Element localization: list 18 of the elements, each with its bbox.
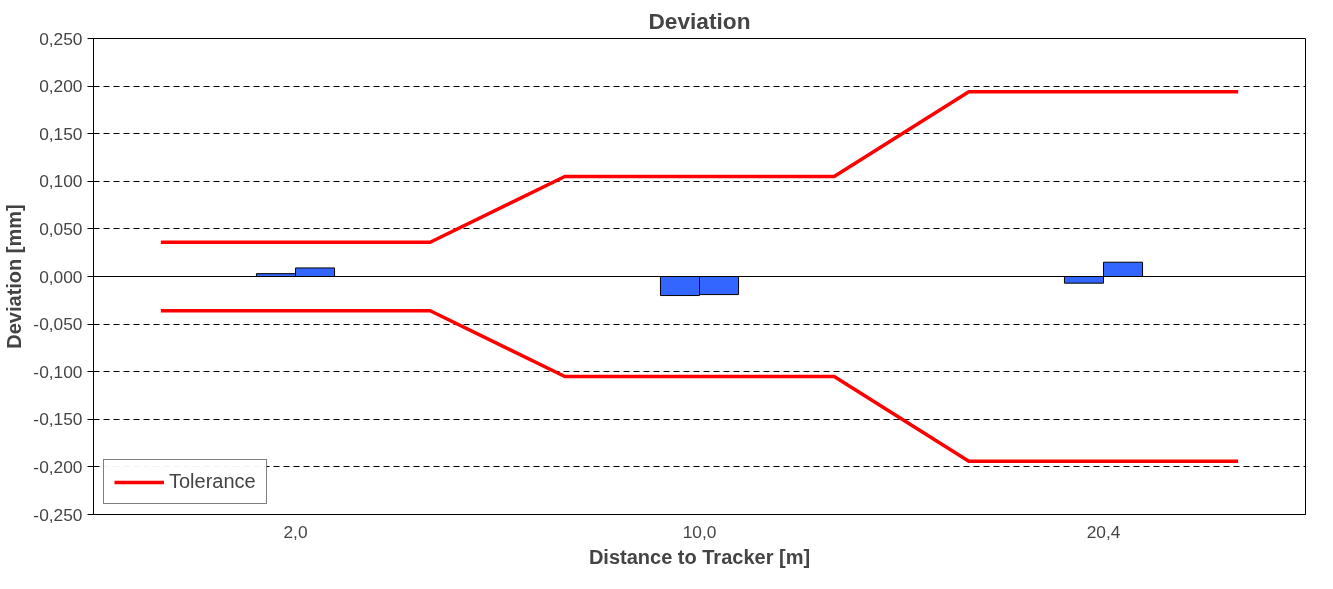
y-tick-label: 0,250 — [39, 28, 83, 49]
y-tick-label: 0,200 — [39, 76, 83, 97]
x-tick-label: 2,0 — [283, 521, 308, 542]
y-tick-label: 0,050 — [39, 218, 83, 239]
y-tick-label: 0,150 — [39, 123, 83, 144]
y-tick-label: -0,150 — [33, 409, 83, 430]
x-axis-title: Distance to Tracker [m] — [588, 545, 811, 568]
legend-label: Tolerance — [169, 470, 256, 493]
x-tick-label: 20,4 — [1086, 521, 1121, 542]
y-tick-label: -0,200 — [33, 456, 83, 477]
y-tick-label: -0,100 — [33, 361, 83, 382]
y-tick-label: 0,000 — [39, 266, 83, 287]
y-tick-label: 0,100 — [39, 171, 83, 192]
x-tick-label: 10,0 — [682, 521, 717, 542]
y-tick-label: -0,050 — [33, 314, 83, 335]
y-tick-label: -0,250 — [33, 504, 83, 525]
y-axis-title: Deviation [mm] — [3, 204, 26, 349]
chart-title: Deviation — [648, 7, 751, 34]
